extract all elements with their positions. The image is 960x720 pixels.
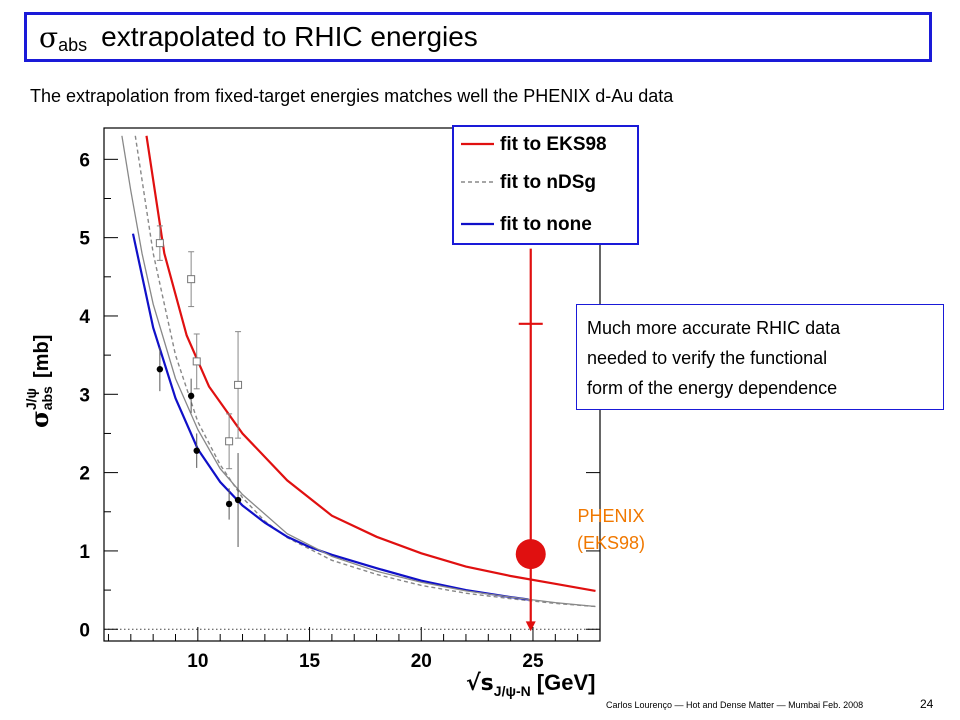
y-axis-sigma: σ xyxy=(25,410,54,428)
filled-point xyxy=(234,496,242,504)
note-line: needed to verify the functional xyxy=(587,348,828,368)
slide-subtitle: The extrapolation from fixed-target ener… xyxy=(30,86,674,106)
x-axis-sub: J/ψ-N xyxy=(494,683,531,699)
x-tick-label: 20 xyxy=(411,651,432,672)
x-axis-main: √s xyxy=(466,671,494,696)
filled-point xyxy=(156,366,164,373)
series-line-fit-to-none xyxy=(131,233,529,601)
phenix-point xyxy=(515,539,546,570)
note-line: form of the energy dependence xyxy=(587,378,838,398)
y-axis-sub: abs xyxy=(39,386,55,410)
filled-point xyxy=(193,447,200,454)
y-axis-label: σabsJ/ψ [mb] xyxy=(23,335,55,428)
open-point xyxy=(225,437,234,446)
title-sigma-symbol: σ xyxy=(39,20,59,54)
phenix-label-line: PHENIX xyxy=(577,506,645,526)
y-axis-sup: J/ψ xyxy=(23,388,39,410)
open-point xyxy=(187,275,196,284)
note-line: Much more accurate RHIC data xyxy=(587,318,841,338)
x-axis-unit: [GeV] xyxy=(537,670,596,695)
x-axis-label: √sJ/ψ-N [GeV] xyxy=(466,670,595,699)
y-axis-unit: [mb] xyxy=(31,335,53,378)
phenix-label: PHENIX (EKS98) xyxy=(556,503,666,557)
y-axis-label-text: σabsJ/ψ [mb] xyxy=(23,335,55,428)
series-line-fit-to-eks98 xyxy=(145,135,596,592)
y-tick-label: 2 xyxy=(79,464,90,485)
phenix-arrow-head xyxy=(525,621,536,632)
y-tick-label: 5 xyxy=(79,229,90,250)
y-tick-label: 3 xyxy=(79,385,90,406)
y-tick-label: 1 xyxy=(79,542,90,563)
curves-group xyxy=(121,135,596,608)
footer-text: Carlos Lourenço — Hot and Dense Matter —… xyxy=(606,700,864,710)
open-point xyxy=(155,239,164,248)
note-box: Much more accurate RHIC data needed to v… xyxy=(576,304,944,410)
legend-entry: fit to none xyxy=(500,214,592,235)
x-tick-label: 25 xyxy=(522,651,544,672)
slide-title: σ abs extrapolated to RHIC energies xyxy=(24,12,932,62)
x-tick-label: 10 xyxy=(187,651,208,672)
phenix-label-line: (EKS98) xyxy=(576,533,646,553)
open-point xyxy=(234,380,243,389)
legend-entry: fit to EKS98 xyxy=(500,134,607,155)
open-point xyxy=(192,357,201,366)
y-tick-label: 0 xyxy=(79,620,90,641)
y-tick-label: 4 xyxy=(79,307,90,328)
filled-point xyxy=(187,392,195,400)
page-number: 24 xyxy=(920,697,934,711)
series-line-extra-fit xyxy=(121,135,596,608)
legend-entry: fit to nDSg xyxy=(500,172,596,193)
y-tick-label: 6 xyxy=(79,150,90,171)
filled-point xyxy=(225,500,233,508)
chart-legend: fit to EKS98 fit to nDSg fit to none xyxy=(452,125,639,245)
x-tick-label: 15 xyxy=(299,651,321,672)
title-text: extrapolated to RHIC energies xyxy=(101,21,478,52)
title-subscript: abs xyxy=(58,34,88,55)
